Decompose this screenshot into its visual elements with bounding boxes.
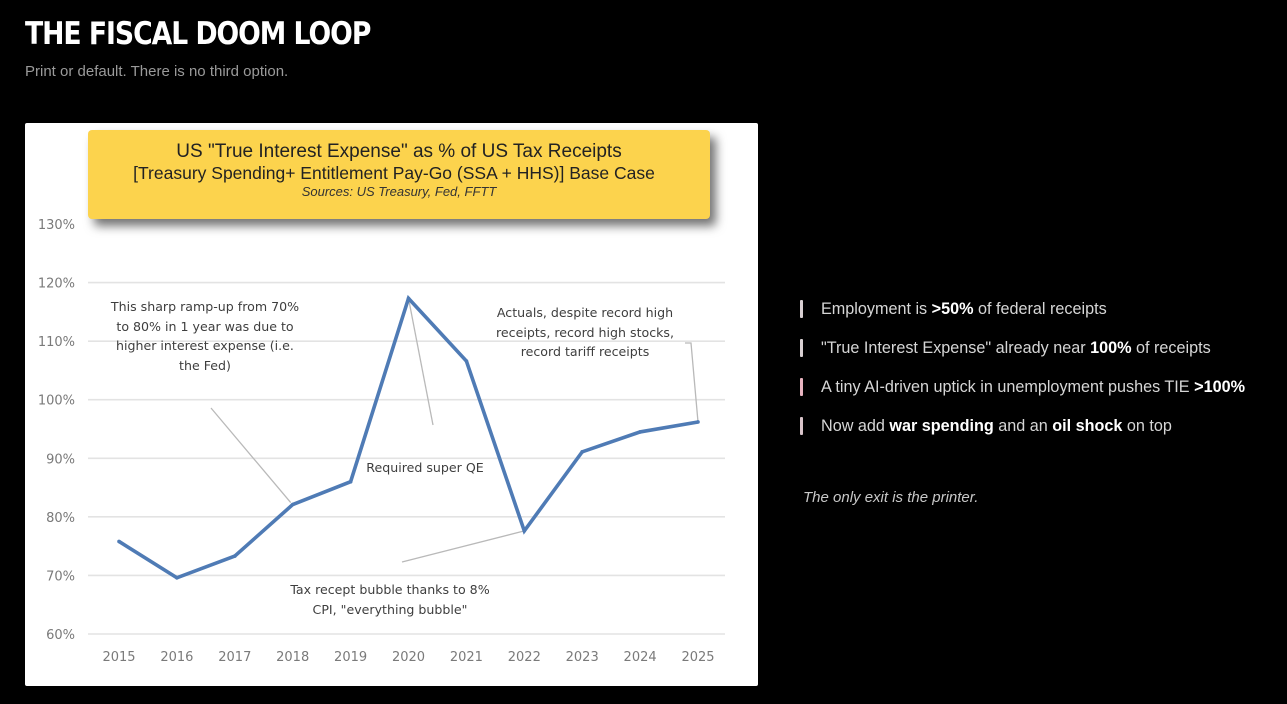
data-point-2015 [117,539,121,544]
y-tick-label: 100% [38,394,75,409]
data-point-2017 [233,554,237,558]
data-point-2024 [638,430,642,434]
x-tick-label: 2017 [218,650,251,665]
bullet-emphasis: >100% [1194,378,1245,396]
data-point-2016 [175,575,179,580]
chart-title-banner: US "True Interest Expense" as % of US Ta… [88,130,710,219]
x-tick-label: 2024 [624,650,657,665]
page-title: THE FISCAL DOOM LOOP [25,16,371,52]
x-tick-label: 2022 [508,650,541,665]
x-tick-label: 2019 [334,650,367,665]
chart-title: US "True Interest Expense" as % of US Ta… [176,141,622,162]
leader-line-tax-bubble [401,530,525,563]
leader-line-ramp-up [210,407,292,503]
x-tick-label: 2025 [681,650,714,665]
data-point-2020 [406,296,411,301]
data-point-2021 [464,359,469,363]
x-tick-label: 2020 [392,650,425,665]
bullet-emphasis: oil shock [1052,417,1123,435]
bullet-emphasis: >50% [931,300,974,318]
annotation-tax-bubble: Tax recept bubble thanks to 8% CPI, "eve… [290,582,490,617]
bullet-text: Employment is [821,300,932,318]
annotation-ramp-up: This sharp ramp-up from 70% to 80% in 1 … [110,299,300,373]
bullet-text: of federal receipts [973,300,1107,318]
data-point-2022 [522,529,527,533]
data-point-2018 [290,502,295,507]
y-tick-label: 90% [46,452,75,467]
page-subtitle: Print or default. There is no third opti… [25,63,289,80]
line-chart: 60% 70% 80% 90% 100% 110% 120% 130% 2015 2016 2017… [38,218,725,665]
bullet-text: of receipts [1131,339,1211,357]
x-tick-label: 2021 [450,650,483,665]
y-tick-label: 110% [38,335,75,350]
y-tick-label: 60% [46,628,75,643]
bullet-text: Now add [821,417,890,435]
x-tick-label: 2018 [276,650,309,665]
closing-statement: The only exit is the printer. [803,489,979,506]
bullet-item: Now add war spending and an oil shock on… [800,415,1280,437]
y-tick-label: 120% [38,277,75,292]
annotation-super-qe: Required super QE [366,460,484,475]
bullet-list: Employment is >50% of federal receipts "T… [800,298,1280,454]
bullet-text: on top [1122,417,1172,435]
leader-line-actuals [685,342,699,423]
data-point-2023 [580,450,584,454]
chart-subtitle: [Treasury Spending+ Entitlement Pay-Go (… [133,163,655,183]
bullet-text: and an [993,417,1053,435]
chart-source: Sources: US Treasury, Fed, FFTT [301,184,497,199]
bullet-item: "True Interest Expense" already near 100… [800,337,1280,359]
data-point-2025 [696,420,700,424]
x-tick-label: 2023 [566,650,599,665]
y-tick-label: 70% [46,569,75,584]
y-tick-label: 130% [38,218,75,233]
bullet-accent-bar [800,300,803,318]
data-point-2019 [348,479,353,484]
bullet-emphasis: 100% [1090,339,1132,357]
bullet-accent-bar [800,339,803,357]
x-tick-label: 2016 [160,650,193,665]
bullet-emphasis: war spending [889,417,994,435]
bullet-text: "True Interest Expense" already near [821,339,1091,357]
leader-line-super-qe [407,298,434,426]
bullet-text: A tiny AI-driven uptick in unemployment … [821,378,1195,396]
bullet-item: A tiny AI-driven uptick in unemployment … [800,376,1280,398]
chart-card: 60% 70% 80% 90% 100% 110% 120% 130% 2015 2016 2017… [25,123,758,686]
x-tick-label: 2015 [102,650,135,665]
bullet-accent-bar [800,417,803,435]
bullet-accent-bar [800,378,803,396]
y-tick-label: 80% [46,511,75,526]
annotation-actuals: Actuals, despite record high receipts, r… [496,305,674,359]
bullet-item: Employment is >50% of federal receipts [800,298,1280,320]
